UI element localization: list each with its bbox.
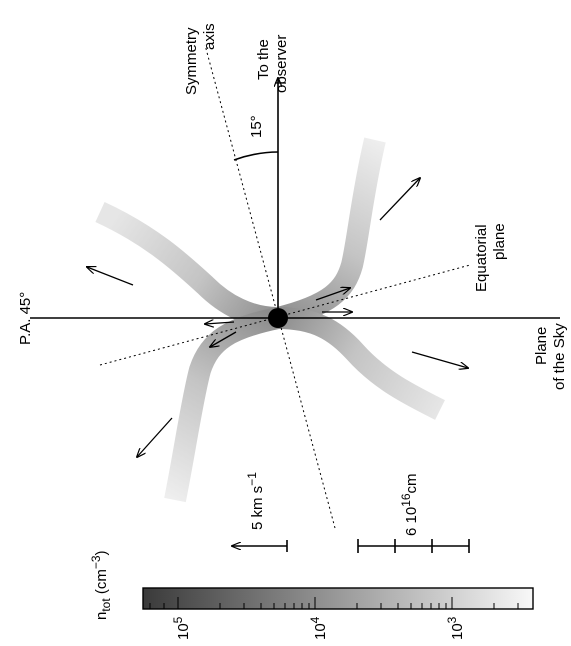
colorbar-tick-label-1e5: 105 [171,616,192,640]
colorbar: ntot (cm−3) 105 104 103 [89,550,534,640]
equatorial-plane-label-1: Equatorial [473,224,490,292]
distance-scale-bar: 6 1016cm [357,473,470,553]
velocity-arrows [87,178,468,457]
arrow-ul-outer [87,267,134,286]
lobe-lower-left [164,307,281,503]
colorbar-tick-label-1e3: 103 [445,616,466,640]
plane-of-sky-label-1: Plane [533,327,550,365]
distance-scale-label: 6 1016cm [399,473,420,536]
colorbar-tick-label-1e4: 104 [308,616,329,640]
lobe-lower-right [277,307,445,420]
central-star [268,308,288,328]
arrow-inner-3 [315,288,350,301]
angle-label: 15° [248,115,265,138]
colorbar-gradient [142,587,534,610]
labels: Symmetry axis To the observer 15° Equato… [17,23,568,390]
arrow-inner-2 [210,331,237,347]
lobe-upper-left [95,202,279,329]
colorbar-title: ntot (cm−3) [89,550,113,620]
arrow-ll-outer [137,417,173,457]
arrow-lr-outer [411,351,468,368]
lobe-upper-right [275,137,386,329]
arrow-inner-1 [205,322,235,324]
equatorial-plane-label-2: plane [491,223,508,260]
outflow-lobes [95,137,445,503]
angle-arc [233,151,279,161]
observer-label-2: observer [273,35,290,93]
symmetry-axis-label-1: Symmetry [183,27,200,95]
colorbar-ticks [149,597,519,609]
arrow-ur-outer [379,178,420,221]
velocity-scale-bar: 5 km s−1 [232,472,288,552]
symmetry-axis-line [204,44,336,529]
position-angle-label: P.A. 45° [17,292,34,345]
symmetry-axis-label-2: axis [201,23,218,50]
observer-label-1: To the [255,39,272,80]
velocity-scale-label: 5 km s−1 [245,472,266,530]
plane-of-sky-label-2: of the Sky [551,323,568,390]
